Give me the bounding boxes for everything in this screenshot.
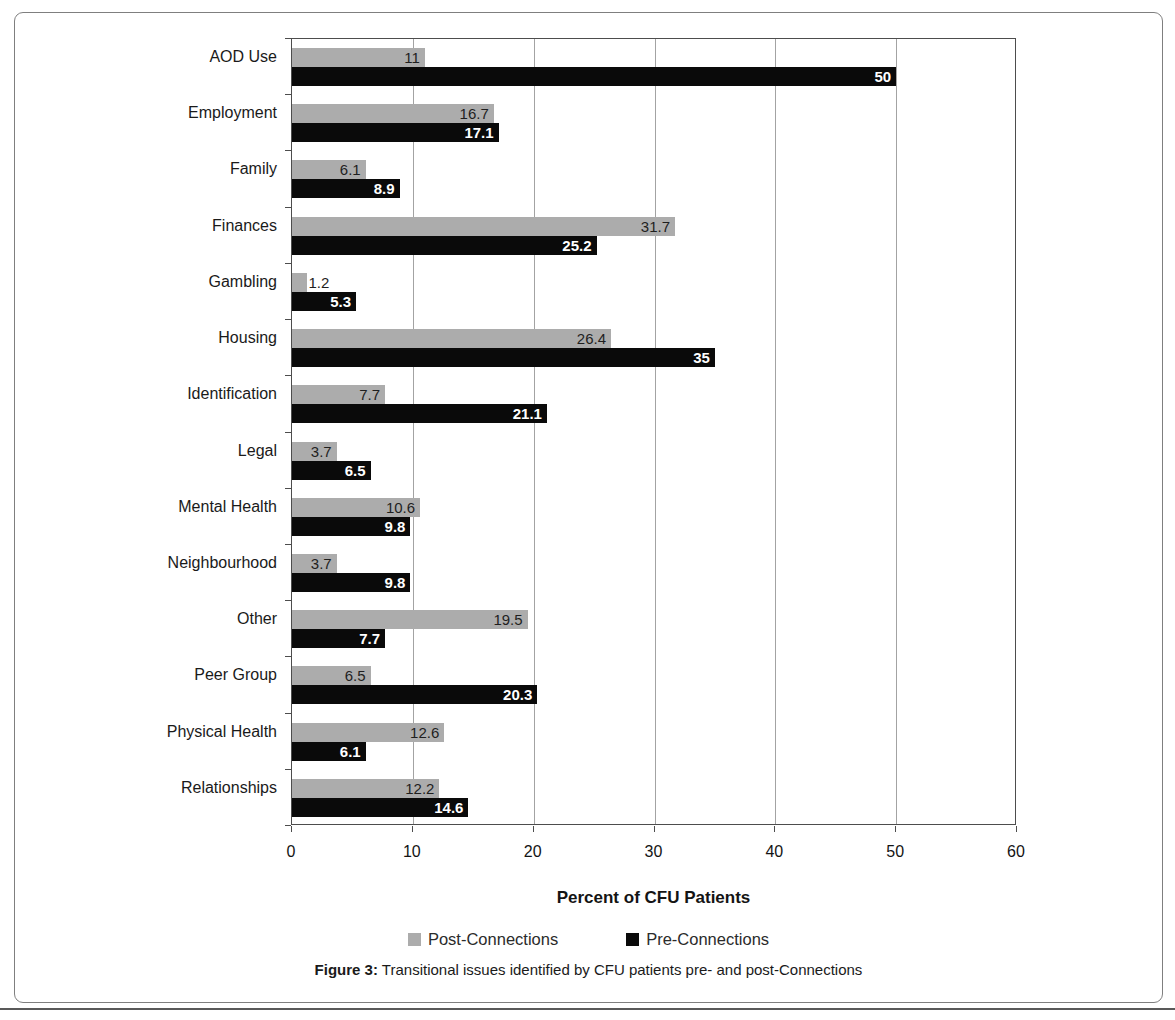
bar-value-label: 26.4: [292, 329, 611, 348]
category-label: Identification: [7, 384, 277, 403]
x-axis-tick: [895, 826, 896, 832]
legend-swatch-icon: [626, 933, 639, 946]
category-label: Employment: [7, 103, 277, 122]
bar-value-label: 7.7: [292, 385, 385, 404]
legend-item-pre-connections: Pre-Connections: [626, 930, 769, 949]
legend-label: Pre-Connections: [646, 930, 769, 949]
figure-caption: Figure 3: Transitional issues identified…: [14, 961, 1163, 978]
legend: Post-Connections Pre-Connections: [14, 930, 1163, 949]
bar-value-label: 12.6: [292, 723, 444, 742]
figure-caption-label: Figure 3:: [315, 961, 378, 978]
bar-value-label: 5.3: [292, 292, 356, 311]
bar-value-label: 3.7: [292, 554, 337, 573]
bar-value-label: 1.2: [309, 273, 330, 292]
y-axis-tick: [285, 375, 291, 376]
bar-value-label: 35: [292, 348, 715, 367]
x-axis-tick: [291, 826, 292, 832]
bar-value-label: 9.8: [292, 573, 410, 592]
bottom-divider: [0, 1008, 1175, 1010]
gridline-10: [413, 39, 414, 824]
legend-swatch-icon: [408, 933, 421, 946]
x-axis-tick: [654, 826, 655, 832]
bar-value-label: 31.7: [292, 217, 675, 236]
bar-value-label: 19.5: [292, 610, 528, 629]
x-axis-tick: [774, 826, 775, 832]
y-axis-tick: [285, 488, 291, 489]
x-axis-tick-label: 40: [744, 843, 804, 861]
x-axis-title: Percent of CFU Patients: [291, 888, 1016, 908]
plot-area: 115016.717.16.18.931.725.21.25.326.4357.…: [291, 38, 1016, 825]
bar-value-label: 16.7: [292, 104, 494, 123]
y-axis-tick: [285, 150, 291, 151]
bar-value-label: 3.7: [292, 442, 337, 461]
category-label: Housing: [7, 328, 277, 347]
figure-canvas: 115016.717.16.18.931.725.21.25.326.4357.…: [0, 0, 1175, 1020]
bar-value-label: 21.1: [292, 404, 547, 423]
y-axis-tick: [285, 600, 291, 601]
bar-value-label: 20.3: [292, 685, 537, 704]
bar-value-label: 6.1: [292, 160, 366, 179]
category-label: Physical Health: [7, 722, 277, 741]
bar-value-label: 17.1: [292, 123, 499, 142]
bar-value-label: 10.6: [292, 498, 420, 517]
bar-value-label: 6.1: [292, 742, 366, 761]
category-label: Gambling: [7, 272, 277, 291]
gridline-50: [896, 39, 897, 824]
gridline-30: [655, 39, 656, 824]
x-axis-tick-label: 10: [382, 843, 442, 861]
y-axis-tick: [285, 38, 291, 39]
category-label: Relationships: [7, 778, 277, 797]
legend-label: Post-Connections: [428, 930, 558, 949]
x-axis-tick-label: 0: [261, 843, 321, 861]
bar-value-label: 50: [292, 67, 896, 86]
y-axis-tick: [285, 656, 291, 657]
x-axis-tick-label: 20: [503, 843, 563, 861]
bar-value-label: 11: [292, 48, 425, 67]
y-axis-tick: [285, 94, 291, 95]
x-axis-tick-label: 60: [986, 843, 1046, 861]
category-label: Mental Health: [7, 497, 277, 516]
bar-value-label: 7.7: [292, 629, 385, 648]
y-axis-tick: [285, 544, 291, 545]
x-axis-tick: [412, 826, 413, 832]
bar-value-label: 8.9: [292, 179, 400, 198]
y-axis-tick: [285, 263, 291, 264]
category-label: Finances: [7, 216, 277, 235]
x-axis-tick: [533, 826, 534, 832]
bar-post-connections: [292, 273, 307, 292]
category-label: Neighbourhood: [7, 553, 277, 572]
y-axis-tick: [285, 207, 291, 208]
bar-value-label: 6.5: [292, 461, 371, 480]
x-axis-tick: [1016, 826, 1017, 832]
figure-caption-text: Transitional issues identified by CFU pa…: [378, 961, 862, 978]
category-label: Family: [7, 159, 277, 178]
y-axis-tick: [285, 769, 291, 770]
legend-item-post-connections: Post-Connections: [408, 930, 558, 949]
x-axis-tick-label: 30: [624, 843, 684, 861]
category-label: Other: [7, 609, 277, 628]
bar-value-label: 14.6: [292, 798, 468, 817]
x-axis-tick-label: 50: [865, 843, 925, 861]
gridline-40: [775, 39, 776, 824]
bar-value-label: 25.2: [292, 236, 597, 255]
category-label: Peer Group: [7, 665, 277, 684]
category-label: Legal: [7, 441, 277, 460]
bar-value-label: 9.8: [292, 517, 410, 536]
y-axis-tick: [285, 432, 291, 433]
category-label: AOD Use: [7, 47, 277, 66]
y-axis-tick: [285, 713, 291, 714]
bar-value-label: 6.5: [292, 666, 371, 685]
y-axis-tick: [285, 319, 291, 320]
bar-value-label: 12.2: [292, 779, 439, 798]
gridline-20: [534, 39, 535, 824]
